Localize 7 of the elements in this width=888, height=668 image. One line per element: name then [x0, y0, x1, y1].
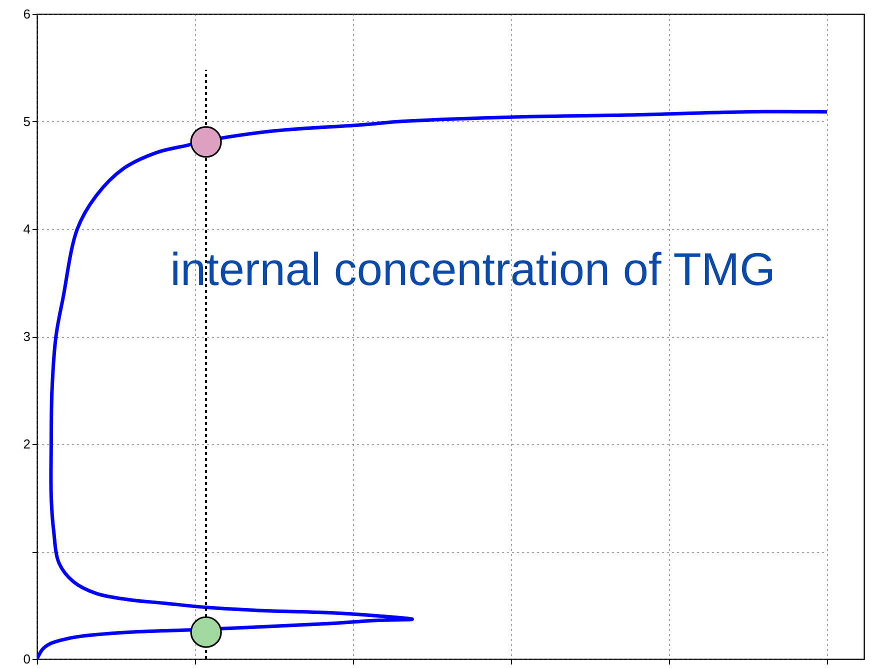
y-tick-label: 6 — [23, 6, 30, 22]
y-tick-label: 4 — [23, 222, 30, 236]
y-tick-label: 0 — [23, 652, 30, 666]
y-tick-label: 2 — [23, 436, 30, 452]
annotation: internal concentration of TMG — [170, 242, 776, 295]
y-tick-label: 5 — [23, 114, 30, 129]
y-tick-label: 3 — [23, 329, 30, 344]
